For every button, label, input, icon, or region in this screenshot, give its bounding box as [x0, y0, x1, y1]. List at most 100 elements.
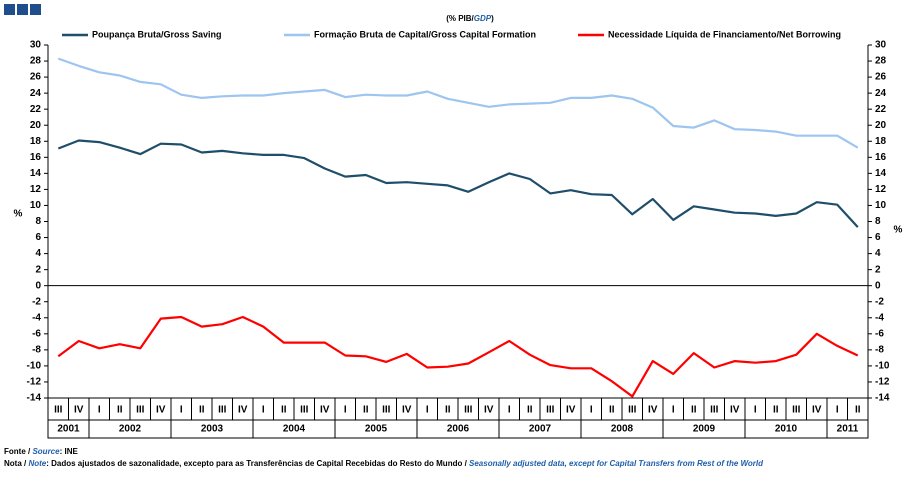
subtitle-pt: (% PIB/ — [446, 14, 474, 23]
x-tick-label: II — [281, 405, 287, 416]
y-tick-label: 4 — [35, 248, 41, 259]
y-tick-label: 26 — [30, 72, 42, 83]
y2-tick-label: 18 — [875, 136, 887, 147]
y2-tick-label: 28 — [875, 56, 887, 67]
y-tick-label: -8 — [32, 345, 41, 356]
y-tick-label: -6 — [32, 328, 41, 339]
y2-tick-label: 26 — [875, 72, 887, 83]
y-tick-label: 20 — [30, 120, 42, 131]
x-tick-label: III — [218, 405, 227, 416]
subtitle-en: GDP — [474, 14, 492, 23]
x-tick-label: I — [508, 405, 511, 416]
year-label: 2001 — [57, 424, 80, 435]
y-tick-label: 18 — [30, 136, 42, 147]
y2-tick-label: -14 — [875, 393, 890, 404]
x-tick-label: I — [754, 405, 757, 416]
logo-block — [4, 4, 15, 15]
y2-tick-label: 20 — [875, 120, 887, 131]
source-en: Source — [32, 447, 60, 456]
y-axis-label: % — [14, 209, 23, 220]
year-label: 2005 — [365, 424, 388, 435]
x-tick-label: I — [590, 405, 593, 416]
series-line — [57, 57, 859, 149]
y2-tick-label: -12 — [875, 377, 890, 388]
x-tick-label: I — [672, 405, 675, 416]
legend-label: Formação Bruta de Capital/Gross Capital … — [314, 29, 536, 39]
y-tick-label: 6 — [35, 232, 41, 243]
legend-label: Poupança Bruta/Gross Saving — [92, 29, 222, 39]
x-tick-label: III — [792, 405, 801, 416]
y-tick-label: -4 — [32, 312, 41, 323]
x-tick-label: II — [609, 405, 615, 416]
x-tick-label: III — [628, 405, 637, 416]
x-tick-label: IV — [320, 405, 330, 416]
x-tick-label: II — [199, 405, 205, 416]
y-tick-label: -10 — [27, 361, 42, 372]
x-tick-label: IV — [730, 405, 740, 416]
x-tick-label: I — [180, 405, 183, 416]
x-tick-label: IV — [648, 405, 658, 416]
x-tick-label: III — [300, 405, 309, 416]
year-label: 2004 — [283, 424, 306, 435]
source: Fonte / Source: INE — [4, 447, 900, 457]
year-label: 2009 — [693, 424, 716, 435]
y2-tick-label: 24 — [875, 88, 887, 99]
y-tick-label: -14 — [27, 393, 42, 404]
y-tick-label: 14 — [30, 168, 42, 179]
year-label: 2003 — [201, 424, 224, 435]
x-tick-label: III — [464, 405, 473, 416]
x-tick-label: II — [527, 405, 533, 416]
y2-tick-label: 14 — [875, 168, 887, 179]
x-tick-label: IV — [566, 405, 576, 416]
x-tick-label: III — [382, 405, 391, 416]
x-tick-label: I — [426, 405, 429, 416]
series-line — [57, 139, 859, 228]
x-tick-label: II — [117, 405, 123, 416]
x-tick-label: IV — [484, 405, 494, 416]
x-tick-label: III — [54, 405, 63, 416]
x-tick-label: I — [344, 405, 347, 416]
x-tick-label: II — [855, 405, 861, 416]
logo-block — [30, 4, 41, 15]
x-tick-label: I — [836, 405, 839, 416]
y2-tick-label: 6 — [875, 232, 881, 243]
x-tick-label: II — [773, 405, 779, 416]
logo-block — [17, 4, 28, 15]
note: Nota / Note: Dados ajustados de sazonali… — [4, 459, 900, 469]
y-tick-label: 0 — [35, 280, 41, 291]
x-tick-label: II — [445, 405, 451, 416]
series-line — [57, 315, 859, 398]
x-tick-label: IV — [238, 405, 248, 416]
note-pt: Nota / — [4, 459, 29, 468]
y2-tick-label: 2 — [875, 264, 881, 275]
y2-axis-label: % — [894, 225, 903, 236]
y-tick-label: -12 — [27, 377, 42, 388]
year-label: 2002 — [119, 424, 142, 435]
year-label: 2011 — [837, 424, 859, 435]
note-text: : Dados ajustados de sazonalidade, excep… — [46, 459, 470, 468]
y2-tick-label: -8 — [875, 345, 884, 356]
y2-tick-label: 10 — [875, 200, 887, 211]
y-tick-label: 24 — [30, 88, 42, 99]
x-tick-label: I — [262, 405, 265, 416]
y2-tick-label: 30 — [875, 40, 887, 51]
y2-tick-label: 0 — [875, 280, 881, 291]
x-tick-label: IV — [402, 405, 412, 416]
y-tick-label: 12 — [30, 184, 42, 195]
legend-label: Necessidade Líquida de Financiamento/Net… — [608, 29, 841, 39]
y-tick-label: -2 — [32, 296, 41, 307]
x-tick-label: III — [136, 405, 145, 416]
chart: (% PIB/GDP) % % -14-12-10-8-6-4-20246810… — [4, 4, 903, 439]
x-tick-label: IV — [156, 405, 166, 416]
y2-tick-label: -2 — [875, 296, 884, 307]
x-tick-label: IV — [74, 405, 84, 416]
y-tick-label: 10 — [30, 200, 42, 211]
note-text-en: Seasonally adjusted data, except for Cap… — [469, 459, 764, 468]
y2-tick-label: -10 — [875, 361, 890, 372]
y-tick-label: 8 — [35, 216, 41, 227]
y2-tick-label: 12 — [875, 184, 887, 195]
x-tick-label: II — [691, 405, 697, 416]
year-label: 2008 — [611, 424, 634, 435]
year-label: 2010 — [775, 424, 798, 435]
